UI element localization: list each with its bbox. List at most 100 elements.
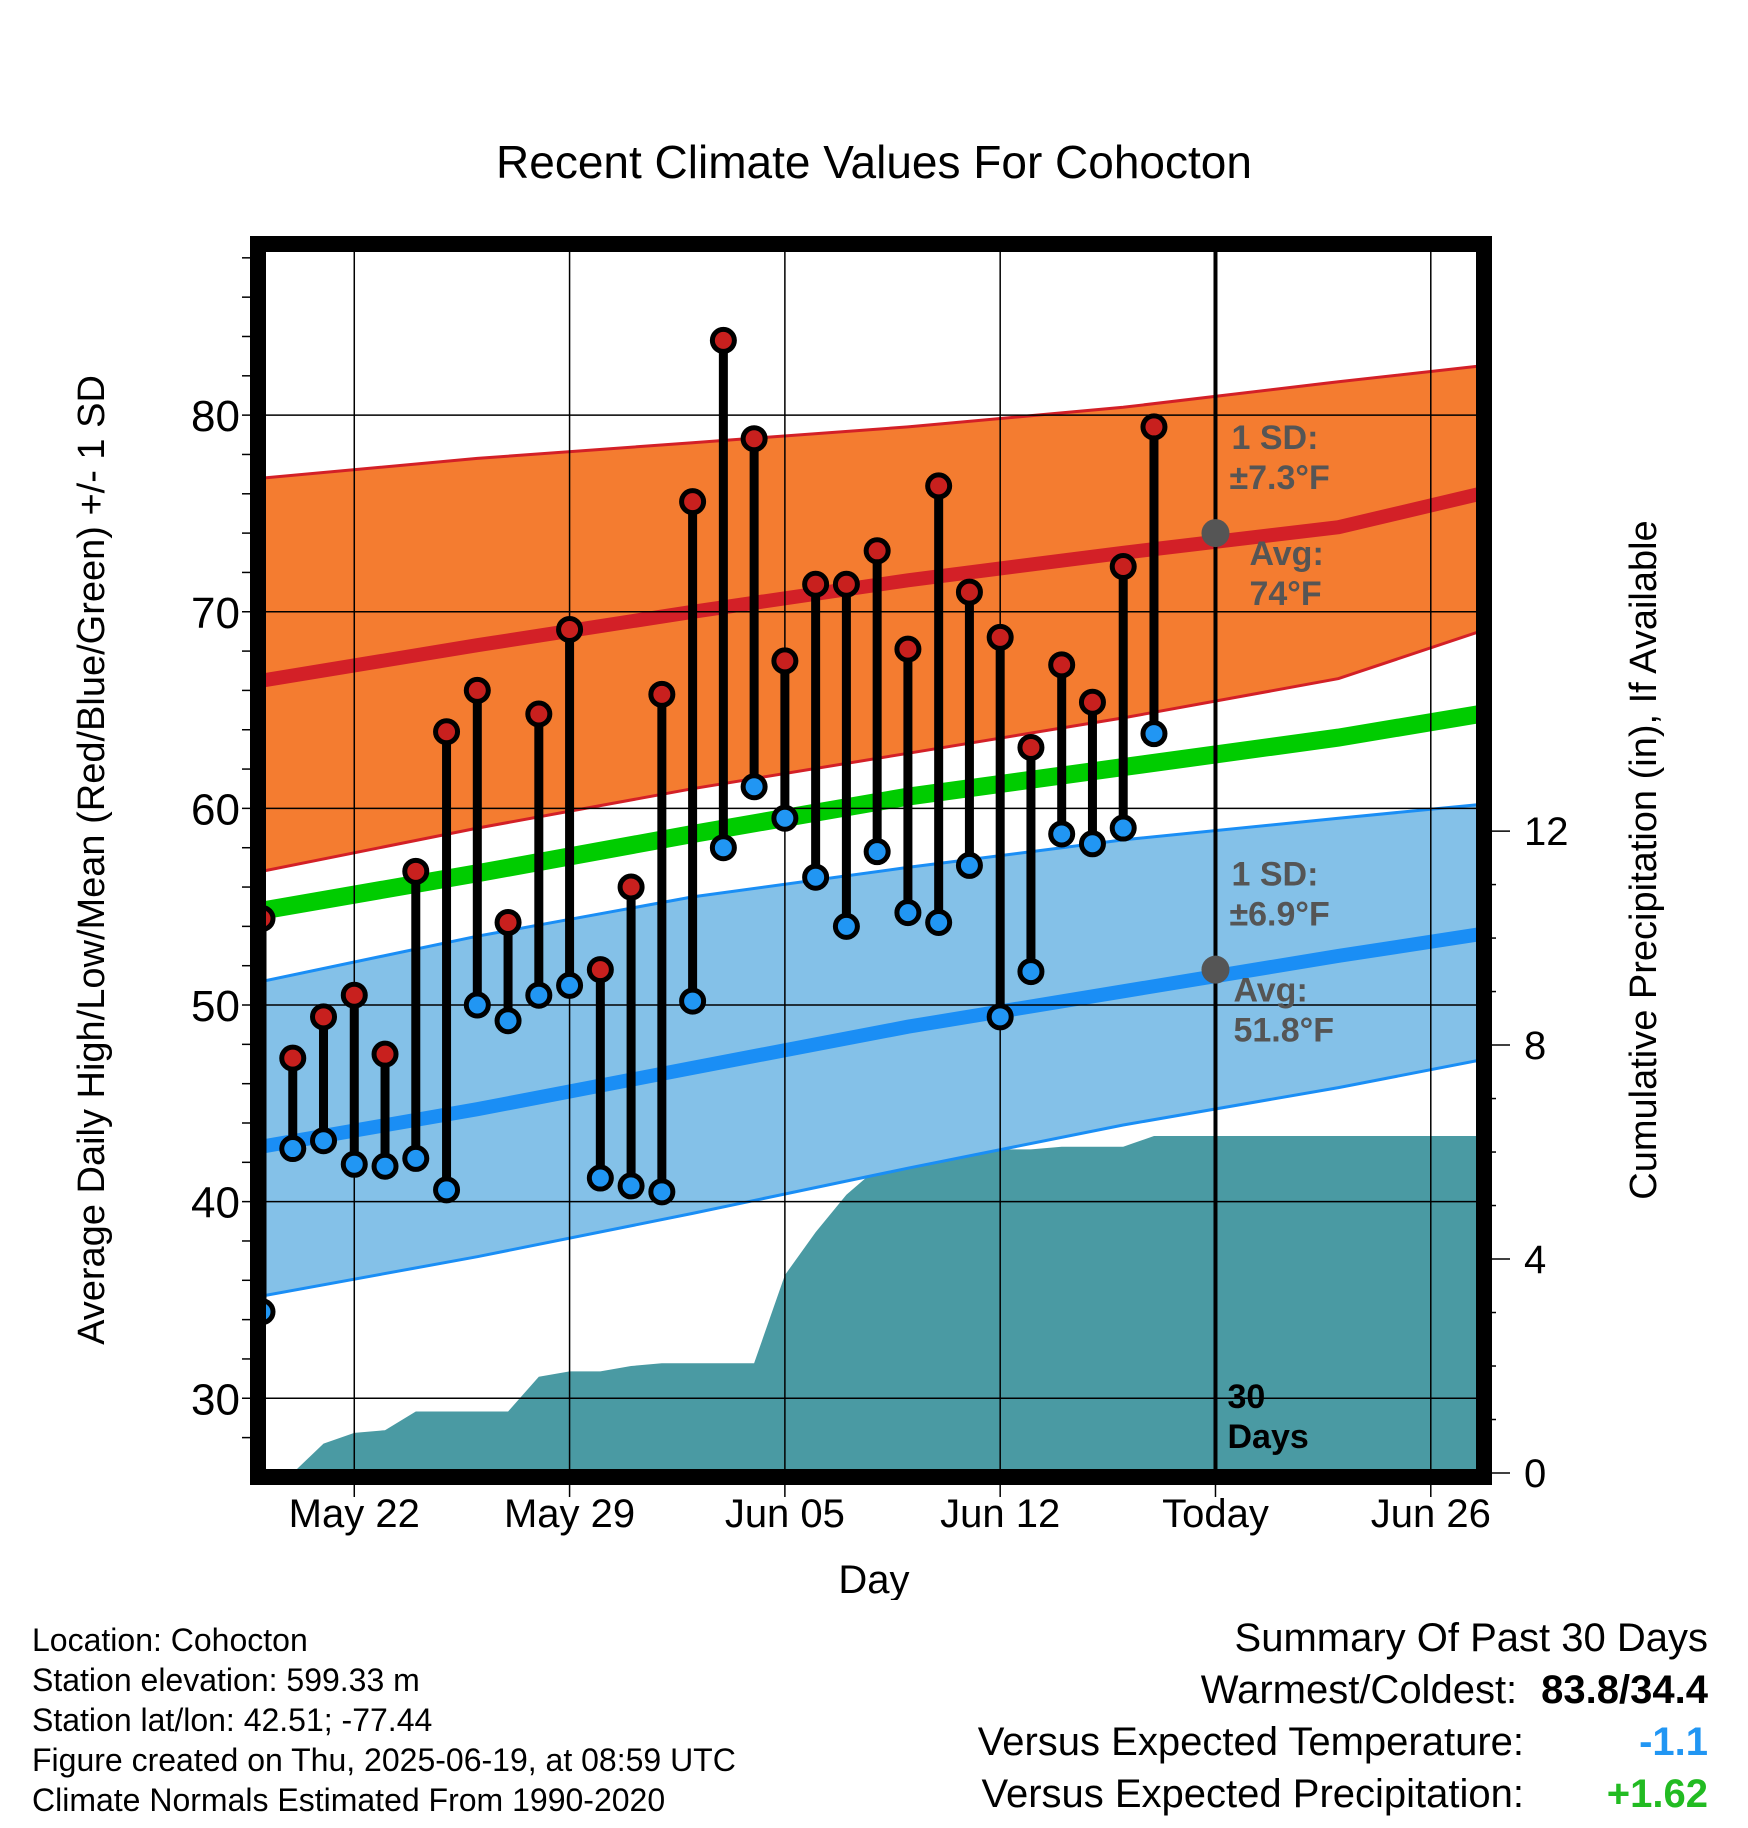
x-tick-label: May 22 <box>289 1492 420 1536</box>
observed-low-point <box>463 991 491 1019</box>
observed-low-point <box>586 1164 614 1192</box>
y-tick-label: 60 <box>191 785 240 834</box>
observed-high-point <box>402 857 430 885</box>
low-sd-lower-line <box>262 1058 1480 1298</box>
precip-label: Versus Expected Precipitation: <box>981 1772 1524 1816</box>
high-avg-value: 74°F <box>1249 575 1321 613</box>
observed-low-point <box>1174 0 1196 11</box>
observed-high-point <box>586 956 614 984</box>
observed-high-point <box>740 425 768 453</box>
observed-low-point <box>340 1150 368 1178</box>
y-tick-label: 40 <box>191 1179 240 1228</box>
x-axis-label: Day <box>838 1558 909 1600</box>
climate-chart: Recent Climate Values For Cohocton 1 SD:… <box>71 0 1665 1600</box>
summary-heading: Summary Of Past 30 Days <box>1234 1616 1708 1660</box>
observed-low-point <box>1140 720 1168 748</box>
low-avg-value: 51.8°F <box>1233 1012 1334 1050</box>
today-high-avg-dot <box>1201 519 1230 548</box>
observed-low-point <box>1048 820 1076 848</box>
observed-high-point <box>1048 651 1076 679</box>
low-sd-label: 1 SD: <box>1231 856 1318 894</box>
x-tick-label: Today <box>1162 1492 1269 1536</box>
observed-high-point <box>1109 553 1137 581</box>
observed-high-point <box>463 676 491 704</box>
today-days-label-line2: Days <box>1227 1418 1308 1456</box>
observed-high-point <box>617 873 645 901</box>
temp-label: Versus Expected Temperature: <box>977 1720 1524 1764</box>
observed-low-point <box>494 1007 522 1035</box>
observed-low-point <box>617 1172 645 1200</box>
y-tick-label: 30 <box>191 1375 240 1424</box>
location-text: Location: Cohocton <box>32 1622 308 1658</box>
temp-value: -1.1 <box>1639 1720 1708 1764</box>
x-tick-label: Jun 12 <box>940 1492 1060 1536</box>
observed-low-point <box>740 773 768 801</box>
observed-low-point <box>310 1127 338 1155</box>
observed-low-point <box>986 1003 1014 1031</box>
observed-high-point <box>802 570 830 598</box>
normals-text: Climate Normals Estimated From 1990-2020 <box>32 1782 666 1818</box>
observed-low-point <box>771 804 799 832</box>
observed-high-point <box>709 326 737 354</box>
summary-temp: Versus Expected Temperature: -1.1 <box>978 1716 1708 1768</box>
observed-low-point <box>402 1144 430 1172</box>
today-days-label-line1: 30 <box>1227 1378 1265 1416</box>
observed-low-point <box>925 908 953 936</box>
observed-low-point <box>832 912 860 940</box>
observed-low-point <box>894 899 922 927</box>
precip-value: +1.62 <box>1606 1772 1708 1816</box>
plot-frame <box>250 236 1492 1485</box>
observed-low-point <box>709 834 737 862</box>
summary-warm-cold: Warmest/Coldest: 83.8/34.4 <box>978 1664 1708 1716</box>
observed-low-point <box>1017 958 1045 986</box>
x-tick-label: Jun 05 <box>725 1492 845 1536</box>
observed-high-point <box>679 488 707 516</box>
observed-high-point <box>1174 0 1196 11</box>
y2-tick-label: 0 <box>1524 1452 1546 1496</box>
observed-low-point <box>955 851 983 879</box>
y-tick-label: 80 <box>191 392 240 441</box>
observed-high-point <box>494 908 522 936</box>
avg-high-line <box>262 486 1480 688</box>
observed-high-point <box>925 472 953 500</box>
y2-axis-label: Cumulative Precipitation (in), If Availa… <box>1623 520 1665 1199</box>
x-tick-label: Jun 26 <box>1371 1492 1491 1536</box>
x-tick-label: May 29 <box>504 1492 635 1536</box>
today-low-avg-dot <box>1201 955 1230 984</box>
observed-low-point <box>1109 814 1137 842</box>
summary-panel: Summary Of Past 30 Days Warmest/Coldest:… <box>978 1612 1708 1820</box>
low-sd-value: ±6.9°F <box>1229 896 1329 934</box>
observed-high-point <box>863 537 891 565</box>
observed-high-point <box>832 570 860 598</box>
observed-low-point <box>279 1135 307 1163</box>
y2-tick-label: 4 <box>1524 1238 1546 1282</box>
observed-low-point <box>1078 830 1106 858</box>
y-axis-label: Average Daily High/Low/Mean (Red/Blue/Gr… <box>71 375 113 1345</box>
observed-high-point <box>1140 413 1168 441</box>
high-sd-value: ±7.3°F <box>1229 459 1329 497</box>
avg-low-line <box>262 927 1480 1154</box>
elevation-text: Station elevation: 599.33 m <box>32 1662 420 1698</box>
observed-high-point <box>648 680 676 708</box>
observed-low-point <box>433 1176 461 1204</box>
observed-high-point <box>556 615 584 643</box>
station-info: Location: Cohocton Station elevation: 59… <box>32 1620 736 1820</box>
created-text: Figure created on Thu, 2025-06-19, at 08… <box>32 1742 736 1778</box>
observed-high-point <box>771 647 799 675</box>
observed-high-point <box>433 718 461 746</box>
high-sd-upper-line <box>262 364 1480 480</box>
y2-tick-label: 8 <box>1524 1024 1546 1068</box>
observed-high-point <box>986 623 1014 651</box>
y2-tick-label: 12 <box>1524 810 1569 854</box>
y-tick-label: 50 <box>191 982 240 1031</box>
observed-high-point <box>955 578 983 606</box>
chart-title: Recent Climate Values For Cohocton <box>496 136 1252 188</box>
precipitation-area <box>292 1136 1480 1473</box>
observed-low-point <box>863 838 891 866</box>
warm-cold-label: Warmest/Coldest: <box>1200 1668 1518 1712</box>
low-avg-label: Avg: <box>1233 972 1307 1010</box>
warm-cold-value: 83.8/34.4 <box>1541 1668 1708 1712</box>
observed-high-point <box>371 1040 399 1068</box>
observed-high-point <box>310 1003 338 1031</box>
